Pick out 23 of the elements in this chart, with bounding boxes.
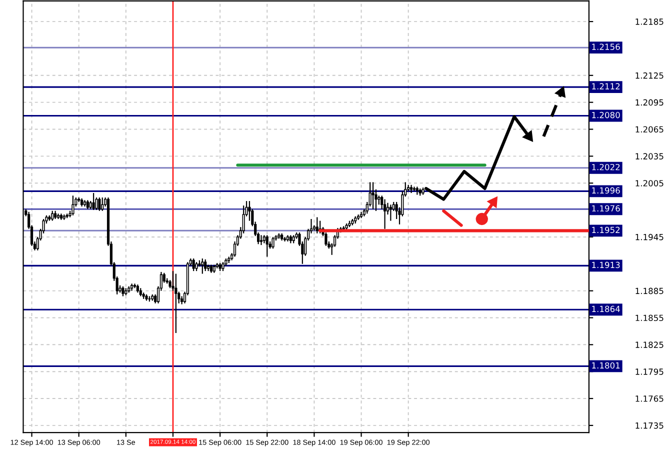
ref-line-label: 1.2022 [592, 164, 620, 170]
ref-line-label: 1.1913 [592, 262, 620, 268]
ref-line-label: 1.2112 [592, 83, 620, 90]
y-tick-label: 1.1855 [636, 314, 664, 322]
ref-line-label: 1.1952 [592, 226, 620, 234]
y-tick-label: 1.2095 [636, 99, 664, 106]
y-tick-label: 1.2065 [636, 126, 664, 133]
ref-line-label: 1.1996 [592, 187, 620, 194]
y-tick-label: 1.1765 [636, 395, 664, 402]
ref-line-label: 1.1976 [592, 205, 620, 212]
y-tick-label: 1.2035 [636, 153, 664, 160]
y-tick-label: 1.2005 [636, 180, 664, 186]
y-tick-label: 1.2125 [636, 72, 664, 79]
y-tick-label: 1.1735 [636, 422, 664, 429]
y-tick-label: 1.1885 [636, 288, 664, 294]
ref-line-label: 1.1864 [592, 306, 620, 312]
y-tick-label: 1.1825 [636, 342, 664, 348]
y-tick-label: 1.1795 [636, 368, 664, 375]
ref-line-label: 1.1801 [592, 362, 620, 369]
y-tick-label: 1.2185 [636, 18, 664, 25]
ref-line-label: 1.2080 [592, 112, 620, 118]
y-tick-label: 1.1945 [636, 234, 664, 240]
ref-line-label: 1.2156 [592, 44, 620, 50]
